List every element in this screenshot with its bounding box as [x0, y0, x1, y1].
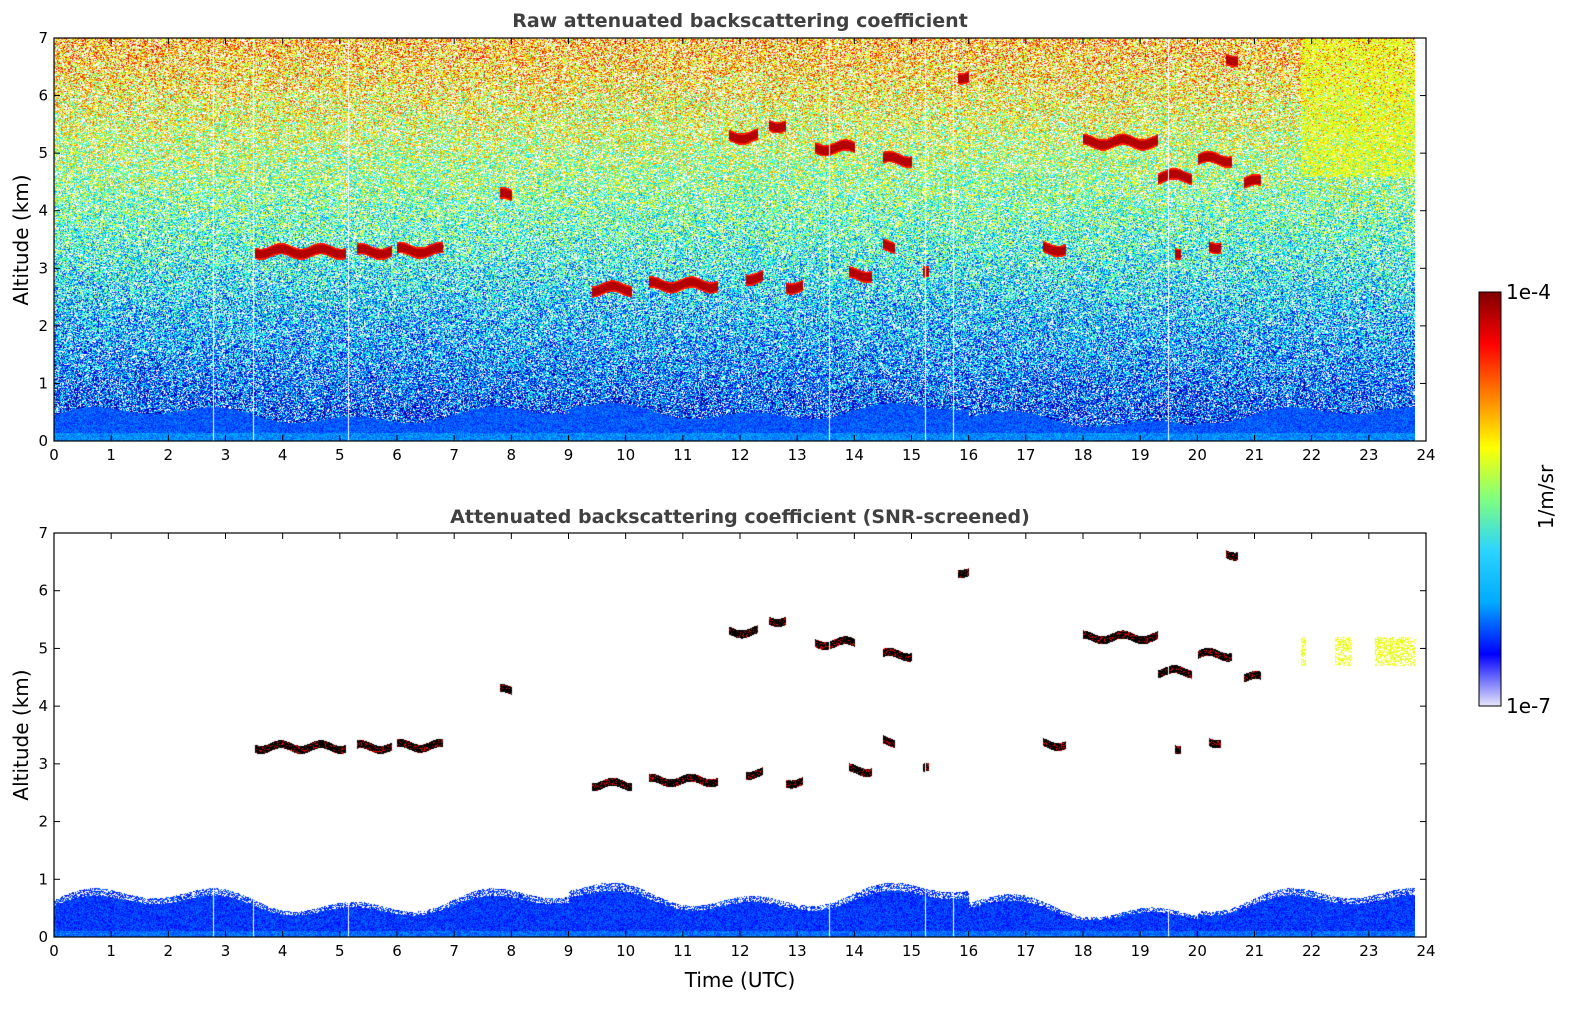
y-tick-label: 3: [38, 755, 48, 773]
y-tick-label: 1: [38, 374, 48, 392]
y-tick-label: 1: [38, 870, 48, 888]
x-tick-label: 4: [278, 942, 288, 960]
x-tick-label: 2: [164, 942, 174, 960]
colorbar-units-label: 1/m/sr: [1534, 464, 1558, 529]
x-tick-label: 2: [164, 446, 174, 464]
bottom-panel-title: Attenuated backscattering coefficient (S…: [450, 506, 1030, 528]
x-tick-label: 5: [335, 446, 345, 464]
y-tick-label: 2: [38, 813, 48, 831]
top-y-axis-label: Altitude (km): [9, 174, 33, 305]
y-tick-label: 6: [38, 87, 48, 105]
y-tick-label: 0: [38, 928, 48, 946]
top-heatmap-image: [54, 38, 1415, 441]
x-tick-label: 17: [1016, 446, 1035, 464]
x-tick-label: 3: [221, 942, 231, 960]
x-tick-label: 23: [1359, 446, 1378, 464]
x-tick-label: 17: [1016, 942, 1035, 960]
x-tick-label: 8: [507, 446, 517, 464]
x-tick-label: 18: [1073, 942, 1092, 960]
x-tick-label: 7: [449, 446, 459, 464]
y-tick-label: 7: [38, 29, 48, 47]
y-tick-label: 3: [38, 259, 48, 277]
x-tick-label: 18: [1073, 446, 1092, 464]
x-tick-label: 23: [1359, 942, 1378, 960]
x-tick-label: 10: [616, 446, 635, 464]
x-tick-label: 20: [1188, 446, 1207, 464]
y-tick-label: 0: [38, 432, 48, 450]
x-tick-label: 24: [1416, 446, 1435, 464]
bottom-x-axis: 0 1 2 3 4 5 6 7 8 9 10 11 12 13 14 15 16 17 18 19 20 21 22 23 24: [49, 533, 1436, 960]
x-tick-label: 4: [278, 446, 288, 464]
x-tick-label: 13: [788, 942, 807, 960]
x-tick-label: 3: [221, 446, 231, 464]
x-tick-label: 19: [1131, 942, 1150, 960]
x-tick-label: 6: [392, 446, 402, 464]
colorbar-max-label: 1e-4: [1506, 280, 1551, 304]
x-tick-label: 12: [730, 942, 749, 960]
x-tick-label: 14: [845, 942, 864, 960]
x-tick-label: 13: [788, 446, 807, 464]
x-tick-label: 14: [845, 446, 864, 464]
x-tick-label: 16: [959, 942, 978, 960]
heatmap-raster: [54, 38, 1415, 441]
x-tick-label: 19: [1131, 446, 1150, 464]
bottom-y-axis-label: Altitude (km): [9, 669, 33, 800]
colorbar-scale: [1478, 291, 1502, 707]
y-tick-label: 2: [38, 317, 48, 335]
y-tick-label: 5: [38, 639, 48, 657]
x-tick-label: 11: [673, 942, 692, 960]
bottom-y-axis: 0 1 2 3 4 5 6 7: [38, 524, 1426, 946]
bottom-x-axis-label: Time (UTC): [684, 968, 796, 992]
top-x-axis: 0 1 2 3 4 5 6 7 8 9 10 11 12 13 14 15 16 17 18 19 20 21 22 23 24: [49, 38, 1436, 464]
x-tick-label: 9: [564, 446, 574, 464]
x-tick-label: 8: [507, 942, 517, 960]
x-tick-label: 21: [1245, 446, 1264, 464]
top-y-axis: 0 1 2 3 4 5 6 7: [38, 29, 1426, 450]
x-tick-label: 5: [335, 942, 345, 960]
x-tick-label: 1: [106, 446, 116, 464]
y-tick-label: 4: [38, 202, 48, 220]
x-tick-label: 16: [959, 446, 978, 464]
x-tick-label: 0: [49, 942, 59, 960]
x-tick-label: 1: [106, 942, 116, 960]
y-tick-label: 6: [38, 582, 48, 600]
colorbar: 1e-4 1e-7 1/m/sr: [1478, 280, 1558, 718]
x-tick-label: 15: [902, 942, 921, 960]
colorbar-min-label: 1e-7: [1506, 694, 1551, 718]
x-tick-label: 10: [616, 942, 635, 960]
x-tick-label: 22: [1302, 446, 1321, 464]
heatmap-raster: [54, 533, 1415, 937]
x-tick-label: 12: [730, 446, 749, 464]
y-tick-label: 5: [38, 144, 48, 162]
x-tick-label: 24: [1416, 942, 1435, 960]
x-tick-label: 22: [1302, 942, 1321, 960]
x-tick-label: 6: [392, 942, 402, 960]
bottom-panel: Attenuated backscattering coefficient (S…: [9, 506, 1436, 992]
x-tick-label: 11: [673, 446, 692, 464]
x-tick-label: 21: [1245, 942, 1264, 960]
bottom-heatmap-image: [54, 533, 1415, 937]
x-tick-label: 7: [449, 942, 459, 960]
top-panel: Raw attenuated backscattering coefficien…: [9, 10, 1436, 464]
top-panel-title: Raw attenuated backscattering coefficien…: [512, 10, 968, 32]
x-tick-label: 15: [902, 446, 921, 464]
y-tick-label: 4: [38, 697, 48, 715]
x-tick-label: 9: [564, 942, 574, 960]
x-tick-label: 0: [49, 446, 59, 464]
y-tick-label: 7: [38, 524, 48, 542]
x-tick-label: 20: [1188, 942, 1207, 960]
